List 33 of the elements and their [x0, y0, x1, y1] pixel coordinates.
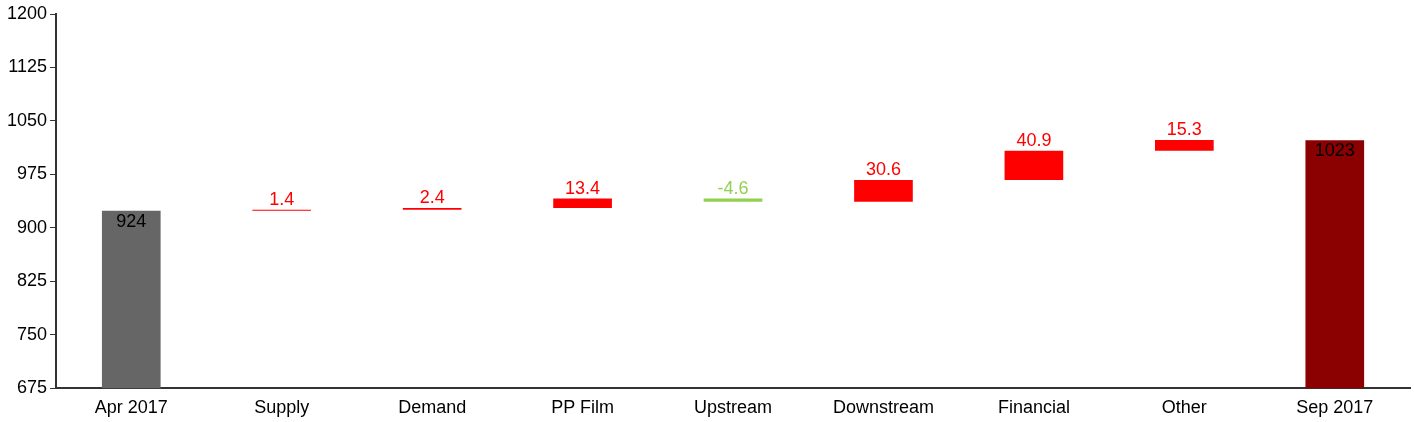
x-tick-label: Downstream — [832, 397, 934, 418]
bar — [1004, 150, 1064, 181]
x-tick-label: PP Film — [551, 397, 614, 418]
data-label: 924 — [116, 210, 147, 231]
x-tick-label: Demand — [398, 397, 467, 418]
x-tick-label: Apr 2017 — [94, 397, 168, 418]
y-tick-label: 750 — [17, 323, 48, 344]
y-tick-label: 675 — [17, 377, 48, 398]
bar — [703, 198, 763, 202]
bar — [101, 210, 161, 389]
bar — [1155, 139, 1214, 151]
data-label: 40.9 — [1016, 129, 1052, 150]
y-tick-label: 825 — [17, 270, 48, 291]
data-label: 13.4 — [565, 177, 601, 198]
y-tick-label: 1200 — [7, 2, 48, 23]
x-tick-label: Upstream — [694, 397, 773, 418]
y-tick-label: 1050 — [7, 109, 48, 130]
data-label: 1023 — [1314, 140, 1355, 161]
data-label: 15.3 — [1166, 118, 1202, 139]
y-tick-label: 900 — [17, 216, 48, 237]
x-tick-label: Sep 2017 — [1296, 397, 1374, 418]
data-label: 2.4 — [419, 187, 445, 208]
data-label: 1.4 — [269, 188, 295, 209]
x-tick-label: Other — [1161, 397, 1207, 418]
bar — [553, 198, 612, 209]
y-tick-label: 1125 — [8, 56, 48, 77]
bar — [1305, 140, 1365, 389]
data-label: -4.6 — [717, 177, 749, 198]
x-tick-label: Supply — [254, 397, 310, 418]
bar — [854, 180, 913, 202]
x-tick-label: Financial — [997, 397, 1070, 418]
data-label: 30.6 — [865, 158, 901, 179]
y-tick-label: 975 — [17, 163, 48, 184]
